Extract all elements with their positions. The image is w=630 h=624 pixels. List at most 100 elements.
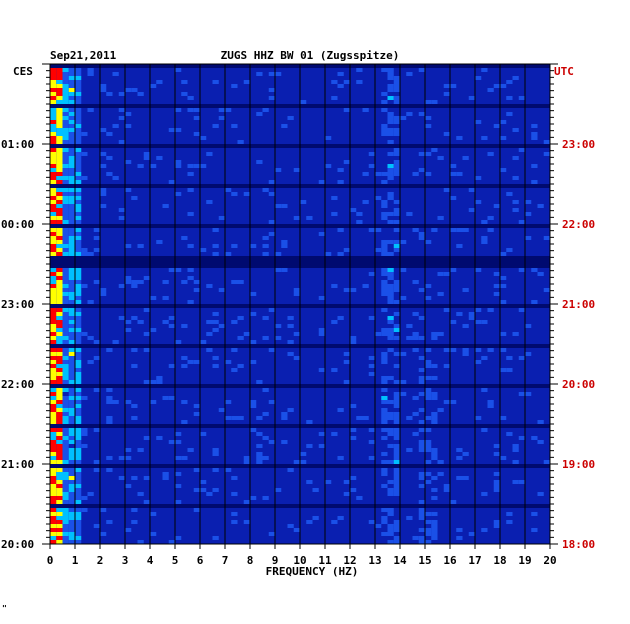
spectral-cell xyxy=(437,460,444,464)
spectral-cell xyxy=(381,356,388,360)
spectral-cell xyxy=(75,324,82,328)
spectral-cell xyxy=(225,188,232,192)
spectrogram-row xyxy=(50,360,482,364)
spectral-cell xyxy=(175,500,182,504)
spectral-cell xyxy=(56,440,63,444)
spectral-cell xyxy=(62,160,69,164)
spectral-cell xyxy=(75,336,82,340)
spectral-cell xyxy=(50,496,57,500)
spectral-cell xyxy=(125,160,132,164)
spectral-cell xyxy=(256,456,263,460)
spectral-cell xyxy=(62,80,69,84)
spectrogram-row xyxy=(50,540,432,544)
spectral-cell xyxy=(118,208,125,212)
spectral-cell xyxy=(68,204,75,208)
spectral-cell xyxy=(393,212,400,216)
spectral-cell xyxy=(112,72,119,76)
spectral-cell xyxy=(106,468,113,472)
spectral-cell xyxy=(56,244,63,248)
spectral-cell xyxy=(75,312,82,316)
spectral-cell xyxy=(56,252,63,256)
spectral-cell xyxy=(187,172,194,176)
spectral-cell xyxy=(56,320,63,324)
spectral-cell xyxy=(75,408,82,412)
spectral-cell xyxy=(381,388,388,392)
spectral-cell xyxy=(68,404,75,408)
spectral-cell xyxy=(381,248,388,252)
spectral-cell xyxy=(387,528,394,532)
spectral-cell xyxy=(293,356,300,360)
spectrogram-row xyxy=(50,292,500,296)
spectrogram-row xyxy=(50,524,500,528)
spectral-cell xyxy=(400,380,407,384)
spectral-cell xyxy=(462,352,469,356)
spectral-cell xyxy=(68,228,75,232)
spectral-cell xyxy=(287,408,294,412)
spectral-cell xyxy=(343,360,350,364)
spectral-cell xyxy=(75,76,82,80)
spectral-cell xyxy=(100,532,107,536)
spectral-cell xyxy=(56,356,63,360)
spectral-cell xyxy=(393,336,400,340)
spectral-cell xyxy=(56,492,63,496)
x-tick-label: 10 xyxy=(293,554,306,567)
spectral-cell xyxy=(56,416,63,420)
spectral-cell xyxy=(425,388,432,392)
spectral-cell xyxy=(343,288,350,292)
spectral-cell xyxy=(62,484,69,488)
spectral-cell xyxy=(475,200,482,204)
spectral-cell xyxy=(125,188,132,192)
spectral-cell xyxy=(268,220,275,224)
spectral-cell xyxy=(381,128,388,132)
spectrogram-row xyxy=(50,528,538,532)
spectral-cell xyxy=(387,120,394,124)
spectral-cell xyxy=(75,212,82,216)
spectral-cell xyxy=(56,168,63,172)
spectral-cell xyxy=(206,348,213,352)
spectral-cell xyxy=(481,136,488,140)
spectral-cell xyxy=(50,392,57,396)
spectral-cell xyxy=(387,240,394,244)
x-tick-label: 9 xyxy=(272,554,279,567)
spectral-cell xyxy=(187,188,194,192)
spectral-cell xyxy=(393,96,400,100)
spectral-cell xyxy=(62,208,69,212)
spectral-cell xyxy=(437,292,444,296)
spectral-cell xyxy=(531,164,538,168)
spectral-cell xyxy=(250,340,257,344)
spectral-cell xyxy=(156,80,163,84)
spectral-cell xyxy=(387,220,394,224)
spectral-cell xyxy=(200,248,207,252)
spectral-cell xyxy=(68,268,75,272)
spectrogram-row xyxy=(50,180,538,184)
spectral-cell xyxy=(518,392,525,396)
spectral-cell xyxy=(475,308,482,312)
spectral-cell xyxy=(537,440,544,444)
spectral-cell xyxy=(393,284,400,288)
spectral-cell xyxy=(231,512,238,516)
spectral-cell xyxy=(56,392,63,396)
spectral-cell xyxy=(412,280,419,284)
x-tick-label: 17 xyxy=(468,554,481,567)
spectral-cell xyxy=(75,368,82,372)
spectral-cell xyxy=(75,156,82,160)
spectral-cell xyxy=(156,376,163,380)
spectral-cell xyxy=(75,80,82,84)
spectral-cell xyxy=(100,88,107,92)
spectral-cell xyxy=(200,488,207,492)
spectral-cell xyxy=(50,172,57,176)
spectral-cell xyxy=(62,332,69,336)
spectral-cell xyxy=(268,180,275,184)
spectral-cell xyxy=(156,156,163,160)
spectrogram-row xyxy=(50,128,519,132)
spectral-cell xyxy=(462,348,469,352)
spectrogram-row xyxy=(50,364,450,368)
spectral-cell xyxy=(62,76,69,80)
spectral-cell xyxy=(56,312,63,316)
spectral-cell xyxy=(237,336,244,340)
spectrogram-row xyxy=(50,488,500,492)
spectral-cell xyxy=(531,512,538,516)
spectral-cell xyxy=(493,488,500,492)
spectral-cell xyxy=(50,76,57,80)
spectral-cell xyxy=(175,340,182,344)
